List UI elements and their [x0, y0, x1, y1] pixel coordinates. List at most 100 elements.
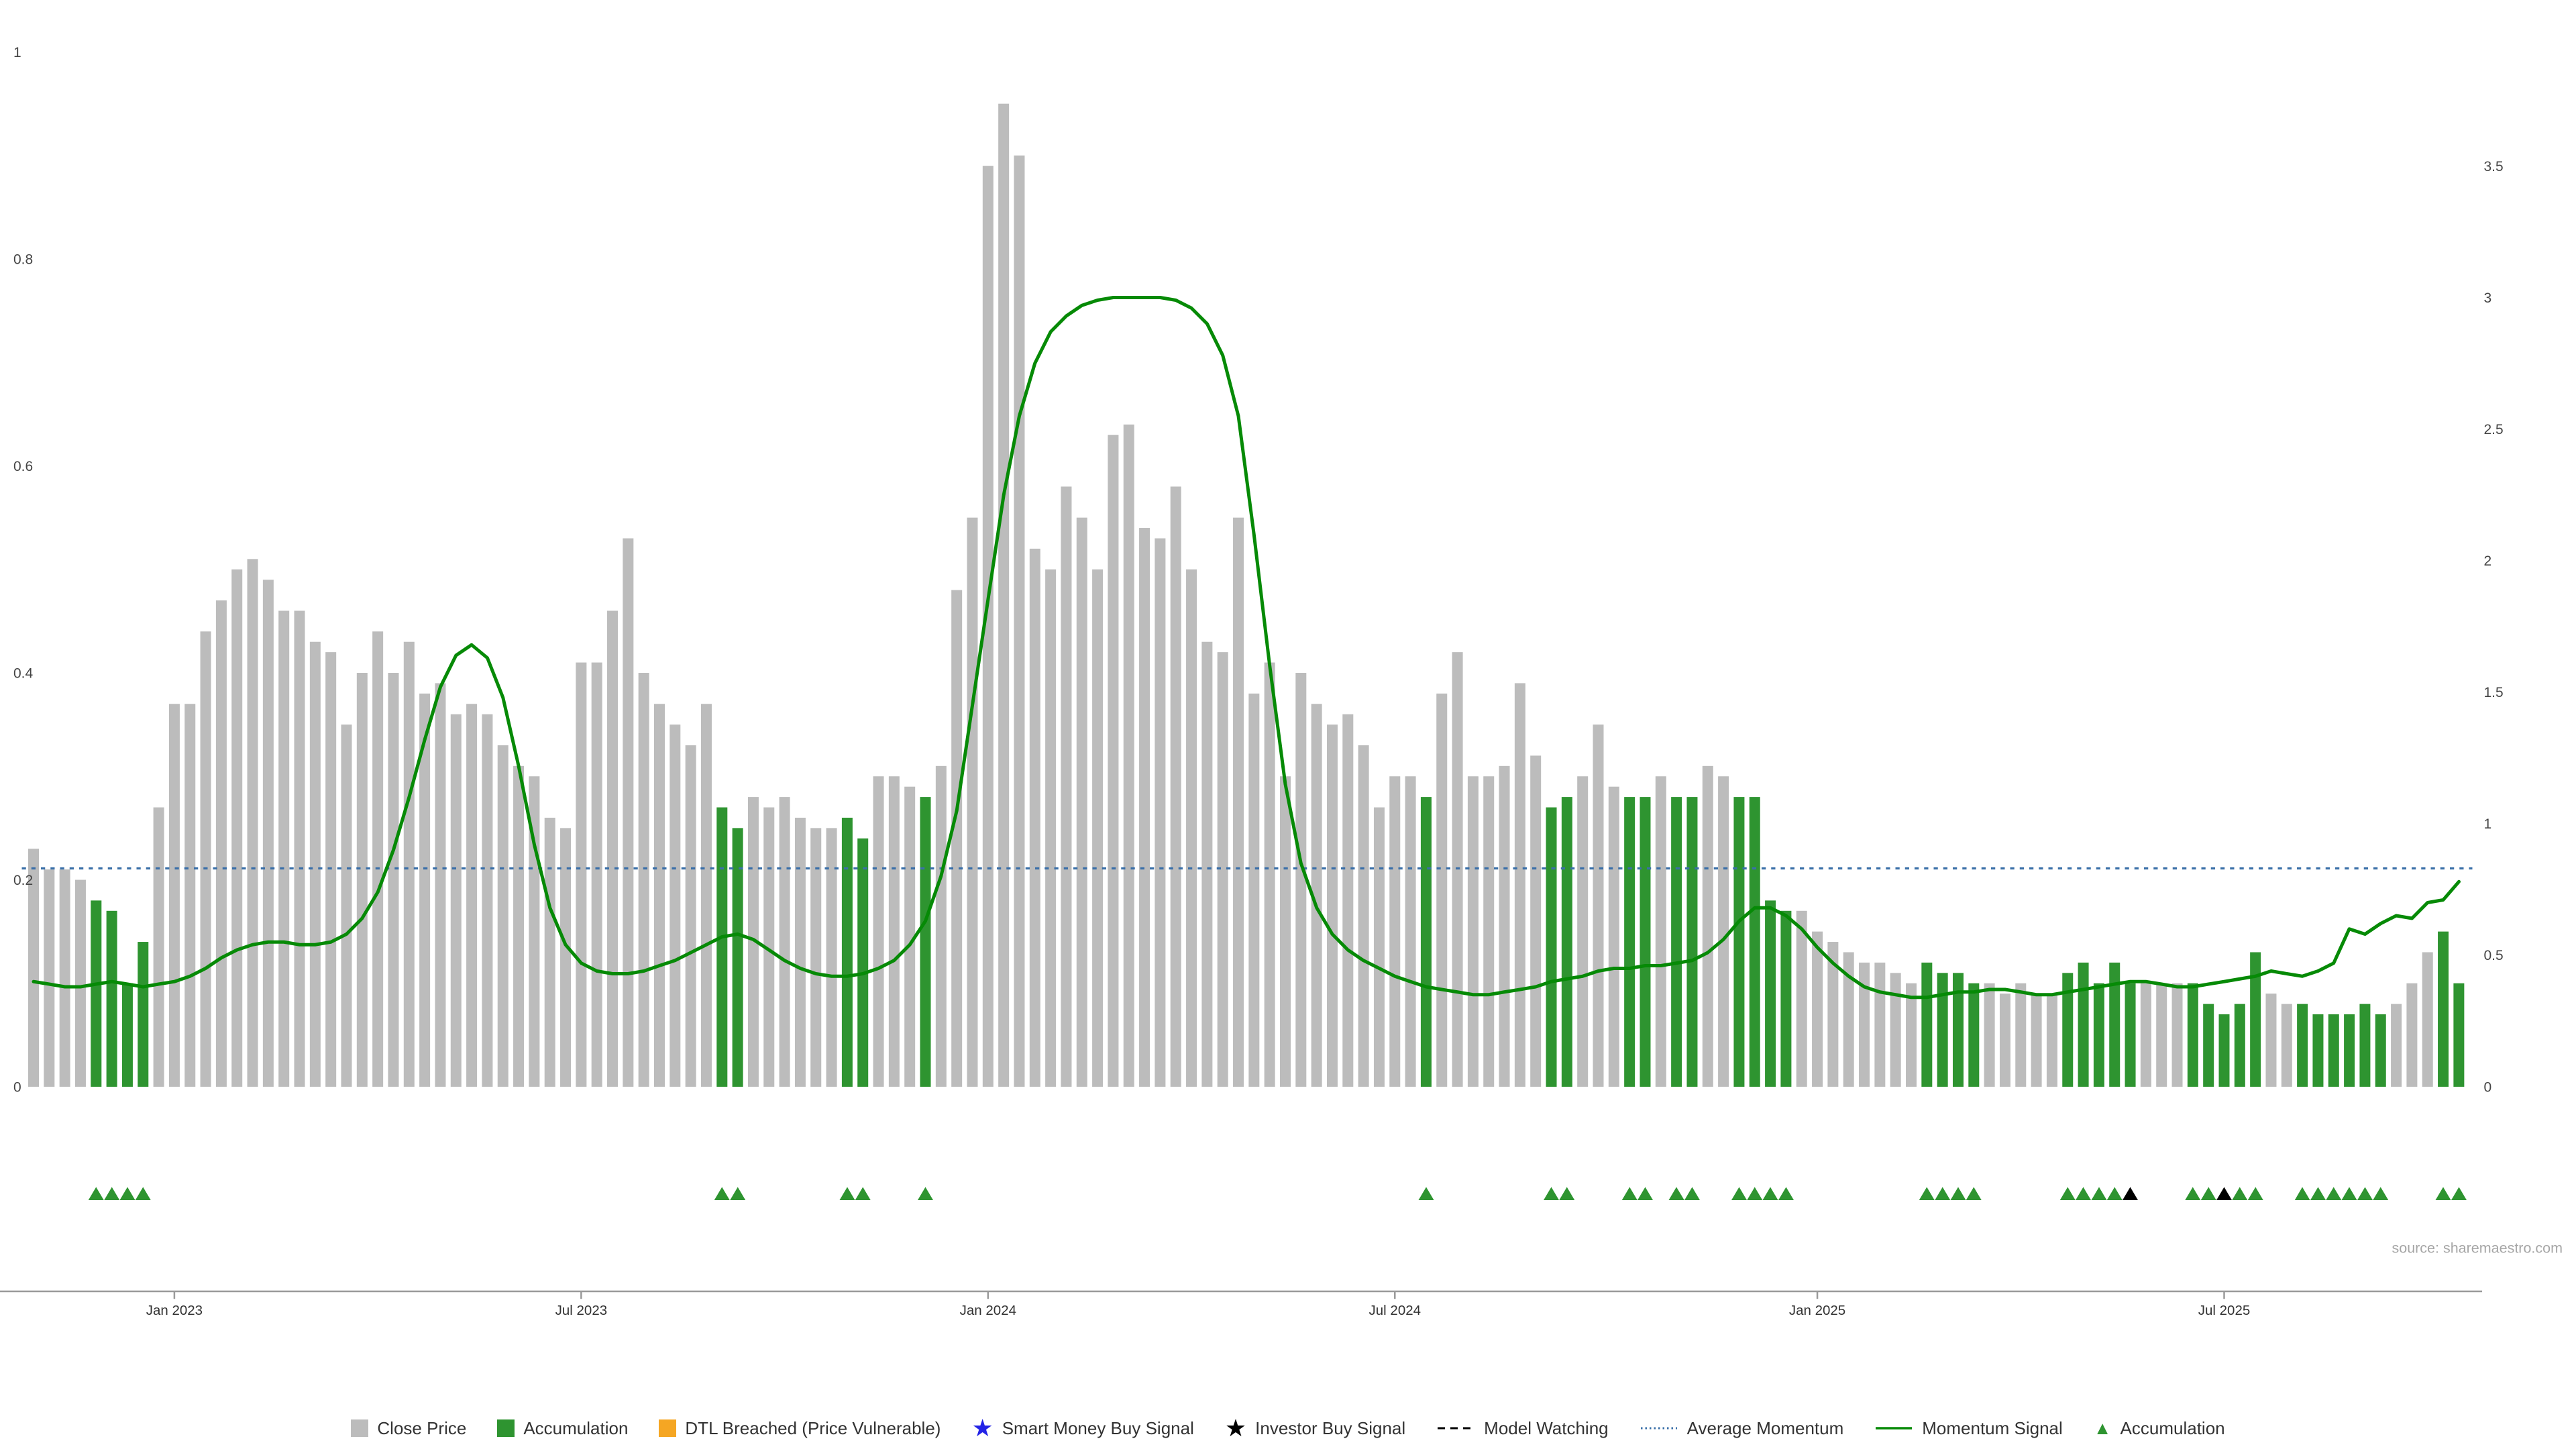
accumulation-marker — [2294, 1187, 2310, 1200]
accumulation-bar — [121, 983, 133, 1087]
accumulation-marker — [2435, 1187, 2451, 1200]
accumulation-marker — [1638, 1187, 1653, 1200]
gray-square-icon — [351, 1419, 369, 1437]
accumulation-marker — [135, 1187, 151, 1200]
close-price-bar — [356, 673, 368, 1087]
close-price-bar — [1326, 724, 1338, 1087]
accumulation-bar — [2109, 962, 2121, 1087]
close-price-bar — [1373, 807, 1385, 1087]
accumulation-marker — [1418, 1187, 1434, 1200]
close-price-bar — [967, 517, 978, 1087]
accumulation-marker — [855, 1187, 871, 1200]
legend-item-dtl-breached[interactable]: DTL Breached (Price Vulnerable) — [659, 1419, 941, 1437]
accumulation-bar — [106, 910, 117, 1087]
accumulation-marker — [1950, 1187, 1966, 1200]
close-price-bar — [1014, 155, 1025, 1087]
dotted-line-icon — [1640, 1427, 1677, 1430]
close-price-bar — [1843, 952, 1854, 1087]
legend-label: DTL Breached (Price Vulnerable) — [685, 1418, 941, 1438]
accumulation-marker — [1747, 1187, 1763, 1200]
close-price-bar — [794, 817, 806, 1087]
close-price-bar — [1358, 745, 1369, 1087]
close-price-bar — [388, 673, 399, 1087]
legend-label: Close Price — [377, 1418, 467, 1438]
accumulation-marker — [2076, 1187, 2091, 1200]
accumulation-marker — [88, 1187, 104, 1200]
close-price-bar — [1045, 569, 1057, 1087]
accumulation-marker — [2200, 1187, 2216, 1200]
left-axis-tick-label: 0.8 — [13, 252, 33, 267]
close-price-bar — [810, 828, 822, 1087]
left-axis-tick-label: 0.6 — [13, 459, 33, 474]
close-price-bar — [1906, 983, 1917, 1087]
close-price-bar — [998, 103, 1010, 1087]
accumulation-marker — [1621, 1187, 1638, 1200]
close-price-bar — [513, 765, 525, 1087]
accumulation-bar — [138, 942, 149, 1087]
legend-item-investor-buy[interactable]: ★ Investor Buy Signal — [1225, 1416, 1406, 1440]
close-price-bar — [44, 869, 55, 1087]
accumulation-bar — [2203, 1004, 2214, 1087]
accumulation-marker — [2326, 1187, 2342, 1200]
close-price-bar — [497, 745, 508, 1087]
close-price-bar — [1342, 714, 1354, 1087]
accumulation-marker — [1544, 1187, 1559, 1200]
accumulation-marker — [2185, 1187, 2201, 1200]
accumulation-marker — [2341, 1187, 2357, 1200]
legend-item-smart-money-buy[interactable]: ★ Smart Money Buy Signal — [971, 1416, 1193, 1440]
legend-item-accumulation-bar[interactable]: Accumulation — [497, 1419, 628, 1437]
close-price-bar — [1311, 704, 1322, 1087]
legend-item-accumulation-marker[interactable]: ▲ Accumulation — [2094, 1419, 2225, 1438]
accumulation-bar — [2359, 1004, 2371, 1087]
accumulation-marker — [730, 1187, 746, 1200]
legend: Close Price Accumulation DTL Breached (P… — [0, 1416, 2576, 1440]
close-price-bar — [1155, 538, 1166, 1087]
accumulation-bar — [857, 838, 869, 1087]
accumulation-bar — [1561, 797, 1572, 1087]
legend-item-close-price[interactable]: Close Price — [351, 1419, 466, 1437]
close-price-bar — [28, 849, 39, 1087]
accumulation-bar — [1624, 797, 1635, 1087]
left-axis-tick-label: 1 — [13, 45, 21, 60]
close-price-bar — [1295, 673, 1307, 1087]
accumulation-marker — [2106, 1187, 2123, 1200]
close-price-bar — [560, 828, 572, 1087]
x-axis-tick-label: Jan 2023 — [146, 1303, 203, 1318]
close-price-bar — [1186, 569, 1197, 1087]
accumulation-marker — [1778, 1187, 1794, 1200]
left-axis-tick-label: 0 — [13, 1079, 21, 1095]
accumulation-bar — [2375, 1014, 2386, 1087]
close-price-bar — [1076, 517, 1087, 1087]
close-price-bar — [466, 704, 478, 1087]
right-axis-tick-label: 3.5 — [2484, 159, 2504, 174]
close-price-bar — [450, 714, 462, 1087]
orange-square-icon — [659, 1419, 677, 1437]
close-price-bar — [168, 704, 180, 1087]
right-axis: 0 0.5 1 1.5 2 2.5 3 3.5 — [2484, 159, 2504, 1095]
close-price-bar — [262, 580, 274, 1087]
accumulation-bar — [2438, 931, 2449, 1087]
close-price-bar — [1984, 983, 1995, 1087]
x-axis-tick-label: Jan 2024 — [960, 1303, 1016, 1318]
x-axis-tick-label: Jul 2023 — [555, 1303, 608, 1318]
close-price-bar — [482, 714, 493, 1087]
close-price-bar — [215, 600, 227, 1087]
accumulation-bar — [1546, 807, 1557, 1087]
close-price-bar — [1108, 435, 1119, 1087]
accumulation-marker — [2059, 1187, 2076, 1200]
close-price-bar — [1217, 652, 1228, 1087]
legend-item-momentum-signal[interactable]: Momentum Signal — [1874, 1419, 2063, 1437]
close-price-bar — [544, 817, 555, 1087]
legend-item-average-momentum[interactable]: Average Momentum — [1640, 1419, 1843, 1437]
close-price-bar — [2156, 983, 2167, 1087]
legend-label: Investor Buy Signal — [1255, 1418, 1406, 1438]
close-price-bar — [1718, 776, 1729, 1087]
x-axis-tick-label: Jul 2024 — [1369, 1303, 1421, 1318]
close-price-bar — [231, 569, 243, 1087]
close-price-bar — [247, 559, 258, 1087]
close-price-bar — [826, 828, 837, 1087]
accumulation-bar — [1671, 797, 1682, 1087]
legend-item-model-watching[interactable]: Model Watching — [1436, 1419, 1609, 1437]
accumulation-bar — [2328, 1014, 2339, 1087]
